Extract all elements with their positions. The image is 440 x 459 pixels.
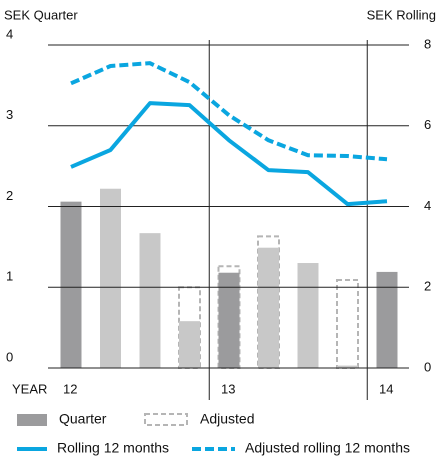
y-tick-label: 4 xyxy=(6,26,13,41)
y2-tick-label: 8 xyxy=(424,36,431,51)
bar xyxy=(60,201,82,368)
bar xyxy=(297,263,319,368)
bar xyxy=(139,233,161,368)
y-axis-label: SEK Quarter xyxy=(4,7,78,22)
bar xyxy=(258,247,279,368)
bar xyxy=(376,271,398,368)
y-tick-label: 1 xyxy=(6,269,13,284)
y2-tick-label: 4 xyxy=(424,198,431,213)
y-tick-label: 2 xyxy=(6,188,13,203)
y-tick-label: 3 xyxy=(6,107,13,122)
legend-label: Quarter xyxy=(59,411,107,427)
bar xyxy=(179,321,200,368)
bar xyxy=(337,365,358,368)
x-tick-label: 14 xyxy=(379,381,393,396)
rolling-line xyxy=(70,101,388,207)
legend-swatch xyxy=(17,414,47,426)
legend-label: Adjusted xyxy=(200,411,254,427)
bar xyxy=(218,272,240,368)
legend-label: Rolling 12 months xyxy=(57,440,169,456)
y2-tick-label: 2 xyxy=(424,279,431,294)
y-tick-label: 0 xyxy=(6,349,13,364)
y2-tick-label: 6 xyxy=(424,117,431,132)
y2-axis-label: SEK Rolling xyxy=(367,7,436,22)
x-tick-label: 12 xyxy=(63,381,77,396)
x-tick-label: 13 xyxy=(221,381,235,396)
y2-tick-label: 0 xyxy=(424,359,431,374)
adjusted-rolling-line xyxy=(70,61,388,162)
legend-label: Adjusted rolling 12 months xyxy=(245,440,410,456)
adjusted-bar xyxy=(336,278,359,370)
x-axis-label: YEAR xyxy=(12,381,47,396)
legend-swatch xyxy=(144,413,188,426)
bar xyxy=(100,188,121,368)
